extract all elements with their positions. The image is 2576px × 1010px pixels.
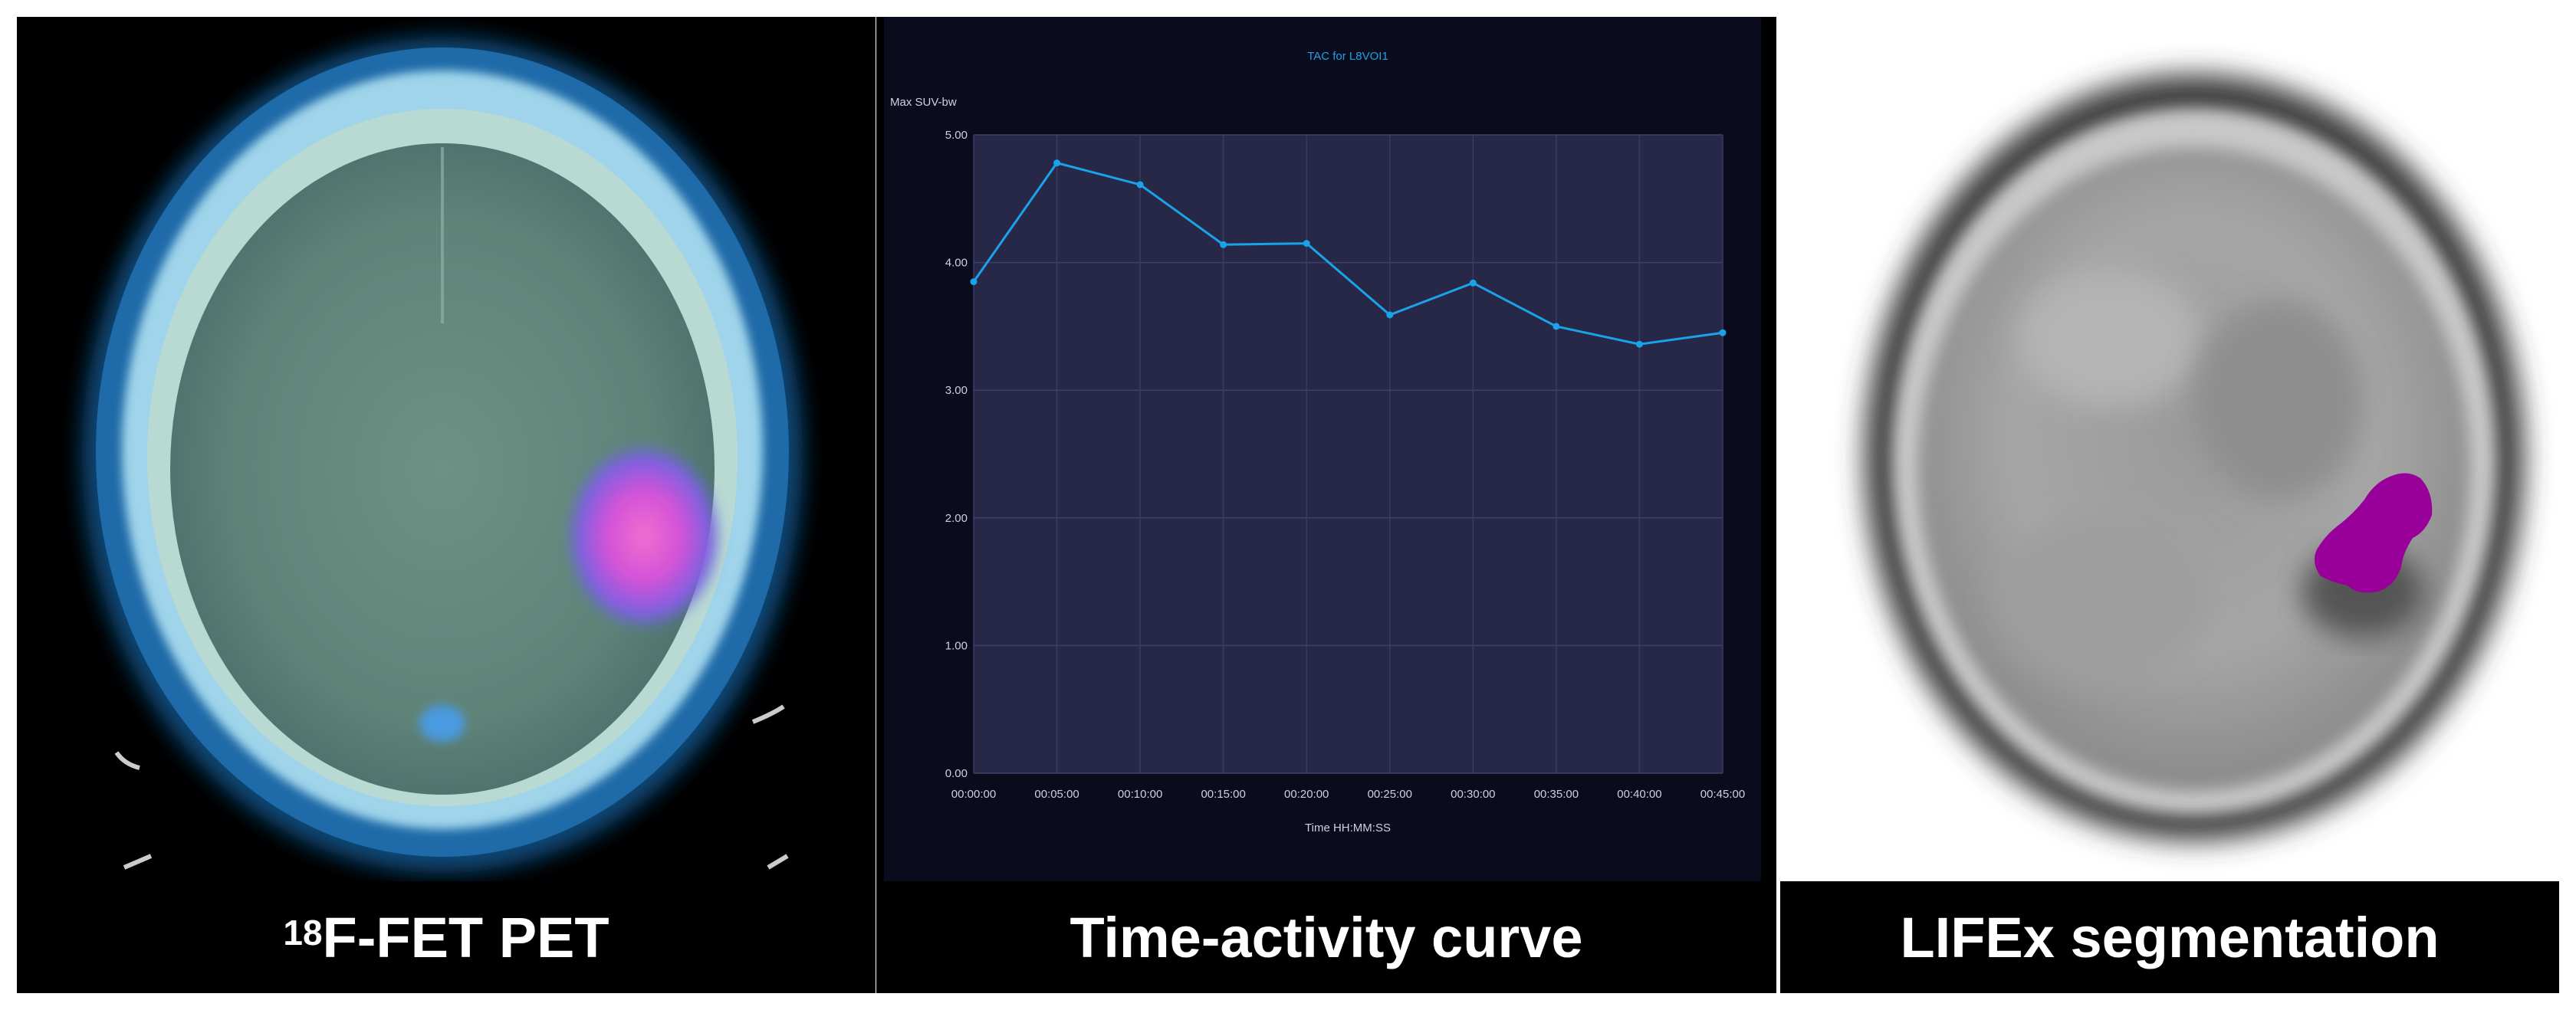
y-tick-labels: 0.00 1.00 2.00 3.00 4.00 5.00 xyxy=(945,129,968,780)
tac-caption-bar: Time-activity curve xyxy=(876,881,1776,993)
data-point xyxy=(1303,240,1310,248)
x-tick-labels: 00:00:00 00:05:00 00:10:00 00:15:00 00:20:00… xyxy=(951,788,1745,801)
tac-chart: 0.00 1.00 2.00 3.00 4.00 5.00 00:00:00 00:05:0… xyxy=(884,17,1761,881)
lifex-segmentation-mask xyxy=(2314,473,2433,593)
pet-caption: 18 F-FET PET xyxy=(17,881,876,993)
data-point xyxy=(1552,323,1560,330)
data-point xyxy=(1469,279,1477,287)
lifex-caption: LIFEx segmentation xyxy=(1900,905,2440,969)
pet-lesion xyxy=(564,441,724,632)
x-axis-label: Time HH:MM:SS xyxy=(1305,821,1391,835)
series-layer xyxy=(970,159,1727,348)
tac-panel: 0.00 1.00 2.00 3.00 4.00 5.00 00:00:00 00:05:0… xyxy=(876,17,1776,881)
grid-lines xyxy=(973,134,1723,774)
pet-image-panel xyxy=(17,17,876,881)
series-line xyxy=(972,161,1723,346)
x-tick-label: 00:05:00 xyxy=(1034,788,1079,801)
data-point xyxy=(1635,340,1643,348)
tac-caption: Time-activity curve xyxy=(1070,905,1583,969)
x-tick-label: 00:40:00 xyxy=(1617,788,1661,801)
y-tick-label: 5.00 xyxy=(945,129,968,142)
holder-mark-left xyxy=(114,751,140,770)
x-tick-label: 00:35:00 xyxy=(1534,788,1579,801)
y-tick-label: 1.00 xyxy=(945,639,968,652)
lifex-brain xyxy=(1918,147,2470,791)
pet-caption-label: F-FET PET xyxy=(322,905,610,969)
brain xyxy=(170,143,715,795)
posterior-spot xyxy=(419,705,465,742)
x-tick-label: 00:10:00 xyxy=(1118,788,1162,801)
data-point xyxy=(970,278,978,286)
x-tick-label: 00:45:00 xyxy=(1700,788,1745,801)
pet-isotope-superscript: 18 xyxy=(283,913,323,953)
lifex-texture-3 xyxy=(1995,515,2210,684)
lifex-caption-bar: LIFEx segmentation xyxy=(1780,881,2559,993)
lifex-texture-2 xyxy=(2194,300,2363,500)
plot-area xyxy=(974,135,1723,773)
data-point xyxy=(1719,329,1727,336)
lifex-texture-1 xyxy=(2018,270,2202,408)
data-point xyxy=(1136,181,1144,189)
lifex-image xyxy=(1780,17,2559,881)
y-tick-label: 2.00 xyxy=(945,512,968,525)
x-tick-label: 00:30:00 xyxy=(1451,788,1495,801)
holder-mark-bottom-right xyxy=(767,854,789,870)
x-tick-label: 00:25:00 xyxy=(1368,788,1412,801)
pet-caption-bar: 18 F-FET PET xyxy=(17,881,876,993)
y-tick-label: 0.00 xyxy=(945,767,968,780)
chart-title: TAC for L8VOI1 xyxy=(1307,50,1388,63)
x-tick-label: 00:00:00 xyxy=(951,788,996,801)
data-point xyxy=(1220,241,1227,248)
data-point xyxy=(1053,159,1061,167)
x-tick-label: 00:15:00 xyxy=(1201,788,1245,801)
holder-mark-right xyxy=(751,704,785,724)
y-tick-label: 3.00 xyxy=(945,384,968,397)
pet-ct-image xyxy=(82,38,803,873)
data-point xyxy=(1386,311,1394,319)
holder-mark-bottom-left xyxy=(123,854,153,870)
lifex-panel xyxy=(1780,17,2559,881)
y-tick-label: 4.00 xyxy=(945,257,968,270)
x-tick-label: 00:20:00 xyxy=(1284,788,1329,801)
y-axis-label: Max SUV-bw xyxy=(890,96,957,109)
